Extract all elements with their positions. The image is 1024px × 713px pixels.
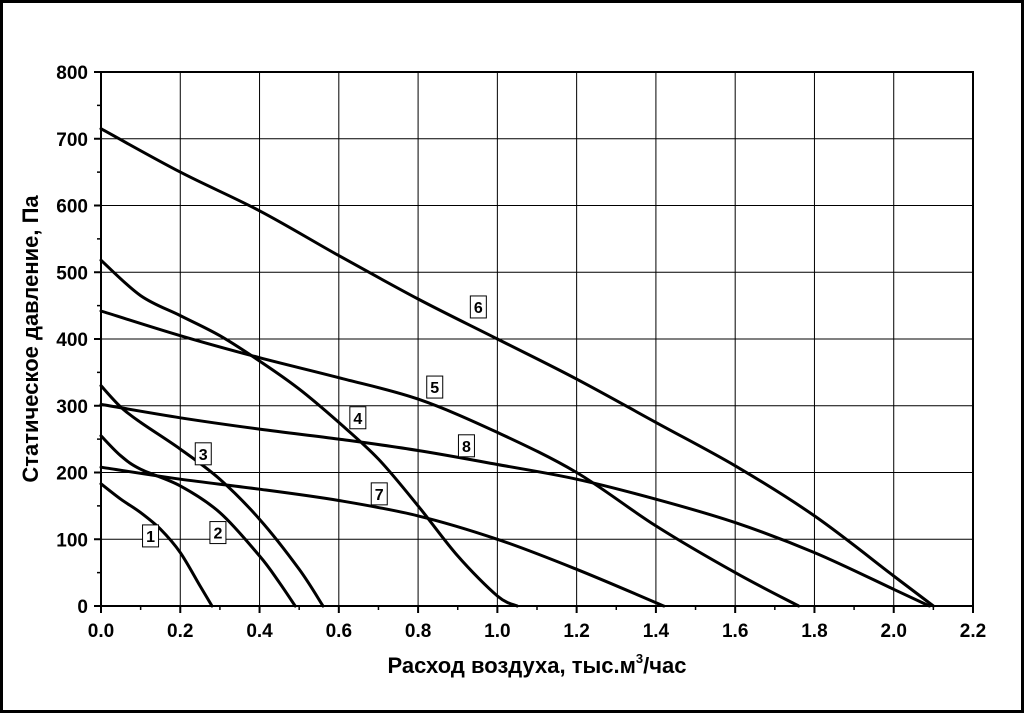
curve-label-text: 7	[375, 487, 384, 504]
x-tick-label: 1.4	[643, 621, 670, 642]
curve-1	[99, 482, 214, 608]
y-tick-label: 200	[56, 464, 88, 485]
x-axis-title-superscript: 3	[636, 651, 643, 666]
curve-7	[99, 465, 666, 608]
curve-label-6: 6	[469, 295, 487, 319]
curve-label-box	[426, 375, 444, 399]
curve-6	[99, 127, 935, 608]
curve-label-text: 8	[462, 439, 471, 456]
curve-label-7: 7	[370, 482, 388, 506]
x-tick-label: 1.6	[722, 621, 748, 642]
curves	[99, 127, 935, 608]
curve-8	[99, 402, 931, 608]
chart-frame: 0.0 0.2 0.4 0.6 0.8 1.0 1.2 1.4 1.6 1.8 2.0 2.2 0 100…	[3, 3, 1021, 710]
curve-label-box	[469, 295, 487, 319]
curve-label-box	[142, 524, 160, 548]
curve-label-2: 2	[209, 521, 227, 545]
fan-performance-chart: 0.0 0.2 0.4 0.6 0.8 1.0 1.2 1.4 1.6 1.8 2.0 2.2 0 100…	[18, 63, 986, 678]
curve-2	[99, 434, 297, 608]
x-axis-title: Расход воздуха, тыс.м3/час	[387, 651, 686, 678]
x-tick-label: 0.0	[88, 621, 114, 642]
x-tick-label: 2.0	[881, 621, 907, 642]
y-tick-label: 700	[56, 130, 88, 151]
curve-label-text: 5	[430, 380, 439, 397]
curve-label-text: 3	[199, 447, 208, 464]
y-tick-label: 100	[56, 530, 88, 551]
y-tick-label: 800	[56, 63, 88, 84]
x-axis-title-main: Расход воздуха, тыс.м	[387, 653, 635, 678]
x-tick-label: 1.2	[563, 621, 589, 642]
curve-label-1: 1	[142, 524, 160, 548]
axis-ticks: 0.0 0.2 0.4 0.6 0.8 1.0 1.2 1.4 1.6 1.8 2.0 2.2 0 100…	[56, 63, 986, 642]
curve-label-box	[349, 406, 367, 430]
x-tick-label: 0.8	[405, 621, 431, 642]
curve-3	[99, 384, 325, 608]
curve-label-box	[194, 442, 212, 466]
curve-label-4: 4	[349, 406, 367, 430]
curve-label-5: 5	[426, 375, 444, 399]
x-tick-label: 1.0	[484, 621, 510, 642]
y-tick-label: 600	[56, 197, 88, 218]
y-tick-label: 0	[77, 597, 88, 618]
curve-4	[99, 258, 519, 608]
x-tick-label: 0.4	[246, 621, 273, 642]
y-axis-title: Статическое давление, Па	[18, 195, 43, 483]
curve-label-8: 8	[457, 434, 475, 458]
curve-label-text: 2	[213, 526, 222, 543]
curve-label-box	[209, 521, 227, 545]
curve-label-text: 4	[353, 411, 362, 428]
y-tick-label: 400	[56, 330, 88, 351]
x-axis-title-tail: /час	[643, 653, 686, 678]
x-tick-label: 2.2	[960, 621, 986, 642]
x-tick-label: 0.6	[326, 621, 352, 642]
curve-label-box	[370, 482, 388, 506]
curve-5	[99, 309, 801, 608]
x-tick-label: 1.8	[801, 621, 827, 642]
curve-label-text: 6	[474, 300, 483, 317]
y-tick-label: 500	[56, 263, 88, 284]
curve-label-3: 3	[194, 442, 212, 466]
y-tick-label: 300	[56, 397, 88, 418]
x-tick-label: 0.2	[167, 621, 193, 642]
curve-label-box	[457, 434, 475, 458]
curve-labels: 1 2 3 4 5 6 7 8	[142, 295, 487, 548]
curve-label-text: 1	[146, 529, 155, 546]
